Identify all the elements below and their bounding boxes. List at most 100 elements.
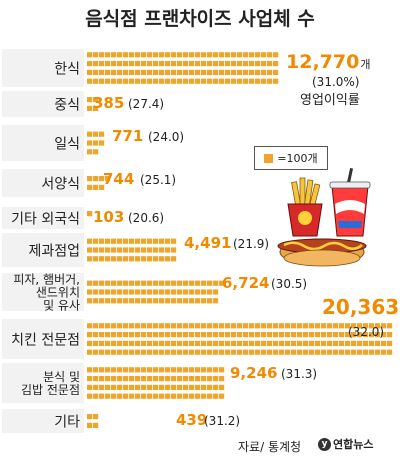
unit-block: [117, 340, 123, 346]
category-label-line: 김밥 전문점: [21, 383, 80, 397]
unit-block: [369, 323, 375, 329]
unit-block: [105, 256, 111, 262]
unit-block: [255, 332, 261, 338]
unit-block: [213, 289, 219, 295]
unit-block: [135, 247, 141, 253]
unit-block: [339, 349, 345, 355]
unit-block: [123, 340, 129, 346]
category-label-line: 중식: [54, 98, 80, 114]
unit-block: [315, 323, 321, 329]
unit-block: [207, 323, 213, 329]
unit-block: [201, 393, 207, 399]
unit-block: [291, 332, 297, 338]
unit-block: [105, 298, 111, 304]
unit-block: [135, 340, 141, 346]
unit-block: [213, 61, 219, 67]
unit-block: [87, 349, 93, 355]
unit-block: [105, 52, 111, 58]
unit-block: [177, 393, 183, 399]
unit-block: [243, 69, 249, 75]
unit-block: [273, 52, 279, 58]
unit-block: [231, 52, 237, 58]
unit-block: [177, 349, 183, 355]
unit-block: [153, 298, 159, 304]
unit-block: [237, 332, 243, 338]
value-label: 6,724: [222, 274, 269, 292]
unit-block: [93, 323, 99, 329]
unit-block: [351, 323, 357, 329]
unit-block: [117, 376, 123, 382]
unit-block: [285, 349, 291, 355]
unit-block: [303, 323, 309, 329]
unit-block: [93, 97, 99, 103]
unit-block: [279, 349, 285, 355]
unit-block: [141, 247, 147, 253]
unit-block: [117, 256, 123, 262]
unit-block: [303, 349, 309, 355]
unit-block: [195, 289, 201, 295]
unit-block: [165, 78, 171, 84]
unit-block: [165, 289, 171, 295]
unit-block: [141, 52, 147, 58]
unit-block: [111, 298, 117, 304]
unit-block: [213, 323, 219, 329]
unit-block: [315, 332, 321, 338]
unit-block: [171, 256, 177, 262]
unit-block: [219, 52, 225, 58]
unit-block: [123, 280, 129, 286]
unit-block: [201, 289, 207, 295]
unit-block: [99, 140, 105, 146]
unit-block: [147, 349, 153, 355]
unit-block: [225, 332, 231, 338]
unit-block: [141, 323, 147, 329]
unit-block: [309, 332, 315, 338]
unit-block: [111, 340, 117, 346]
unit-block: [135, 256, 141, 262]
unit-block: [93, 340, 99, 346]
unit-block: [195, 298, 201, 304]
unit-block: [249, 52, 255, 58]
unit-block: [219, 332, 225, 338]
unit-block: [93, 393, 99, 399]
unit-block: [201, 376, 207, 382]
unit-block: [213, 332, 219, 338]
unit-block: [99, 280, 105, 286]
unit-block: [351, 349, 357, 355]
unit-block: [369, 332, 375, 338]
unit-block: [183, 384, 189, 390]
category-label: 한식: [54, 62, 80, 78]
unit-block: [177, 376, 183, 382]
category-label-line: 한식: [54, 62, 80, 78]
unit-block: [159, 323, 165, 329]
unit-block: [243, 323, 249, 329]
unit-block: [111, 247, 117, 253]
category-label-line: 기타: [54, 415, 80, 431]
unit-block: [273, 332, 279, 338]
unit-block: [159, 238, 165, 244]
unit-block: [189, 332, 195, 338]
unit-block: [141, 78, 147, 84]
unit-block: [219, 61, 225, 67]
unit-block: [345, 332, 351, 338]
unit-block: [387, 340, 393, 346]
unit-block: [189, 367, 195, 373]
unit-block: [261, 349, 267, 355]
unit-block: [255, 323, 261, 329]
unit-block: [135, 323, 141, 329]
unit-block: [279, 340, 285, 346]
category-band: [2, 319, 84, 359]
unit-block: [171, 384, 177, 390]
value-label: 12,770개: [286, 51, 370, 73]
unit-block: [135, 393, 141, 399]
unit-block: [183, 332, 189, 338]
unit-block: [267, 61, 273, 67]
category-label-line: 기타 외국식: [11, 212, 80, 228]
unit-block: [147, 78, 153, 84]
unit-block: [147, 298, 153, 304]
unit-block: [213, 367, 219, 373]
unit-block: [87, 247, 93, 253]
category-label: 제과점업: [28, 244, 80, 260]
unit-block: [87, 238, 93, 244]
unit-block: [387, 323, 393, 329]
